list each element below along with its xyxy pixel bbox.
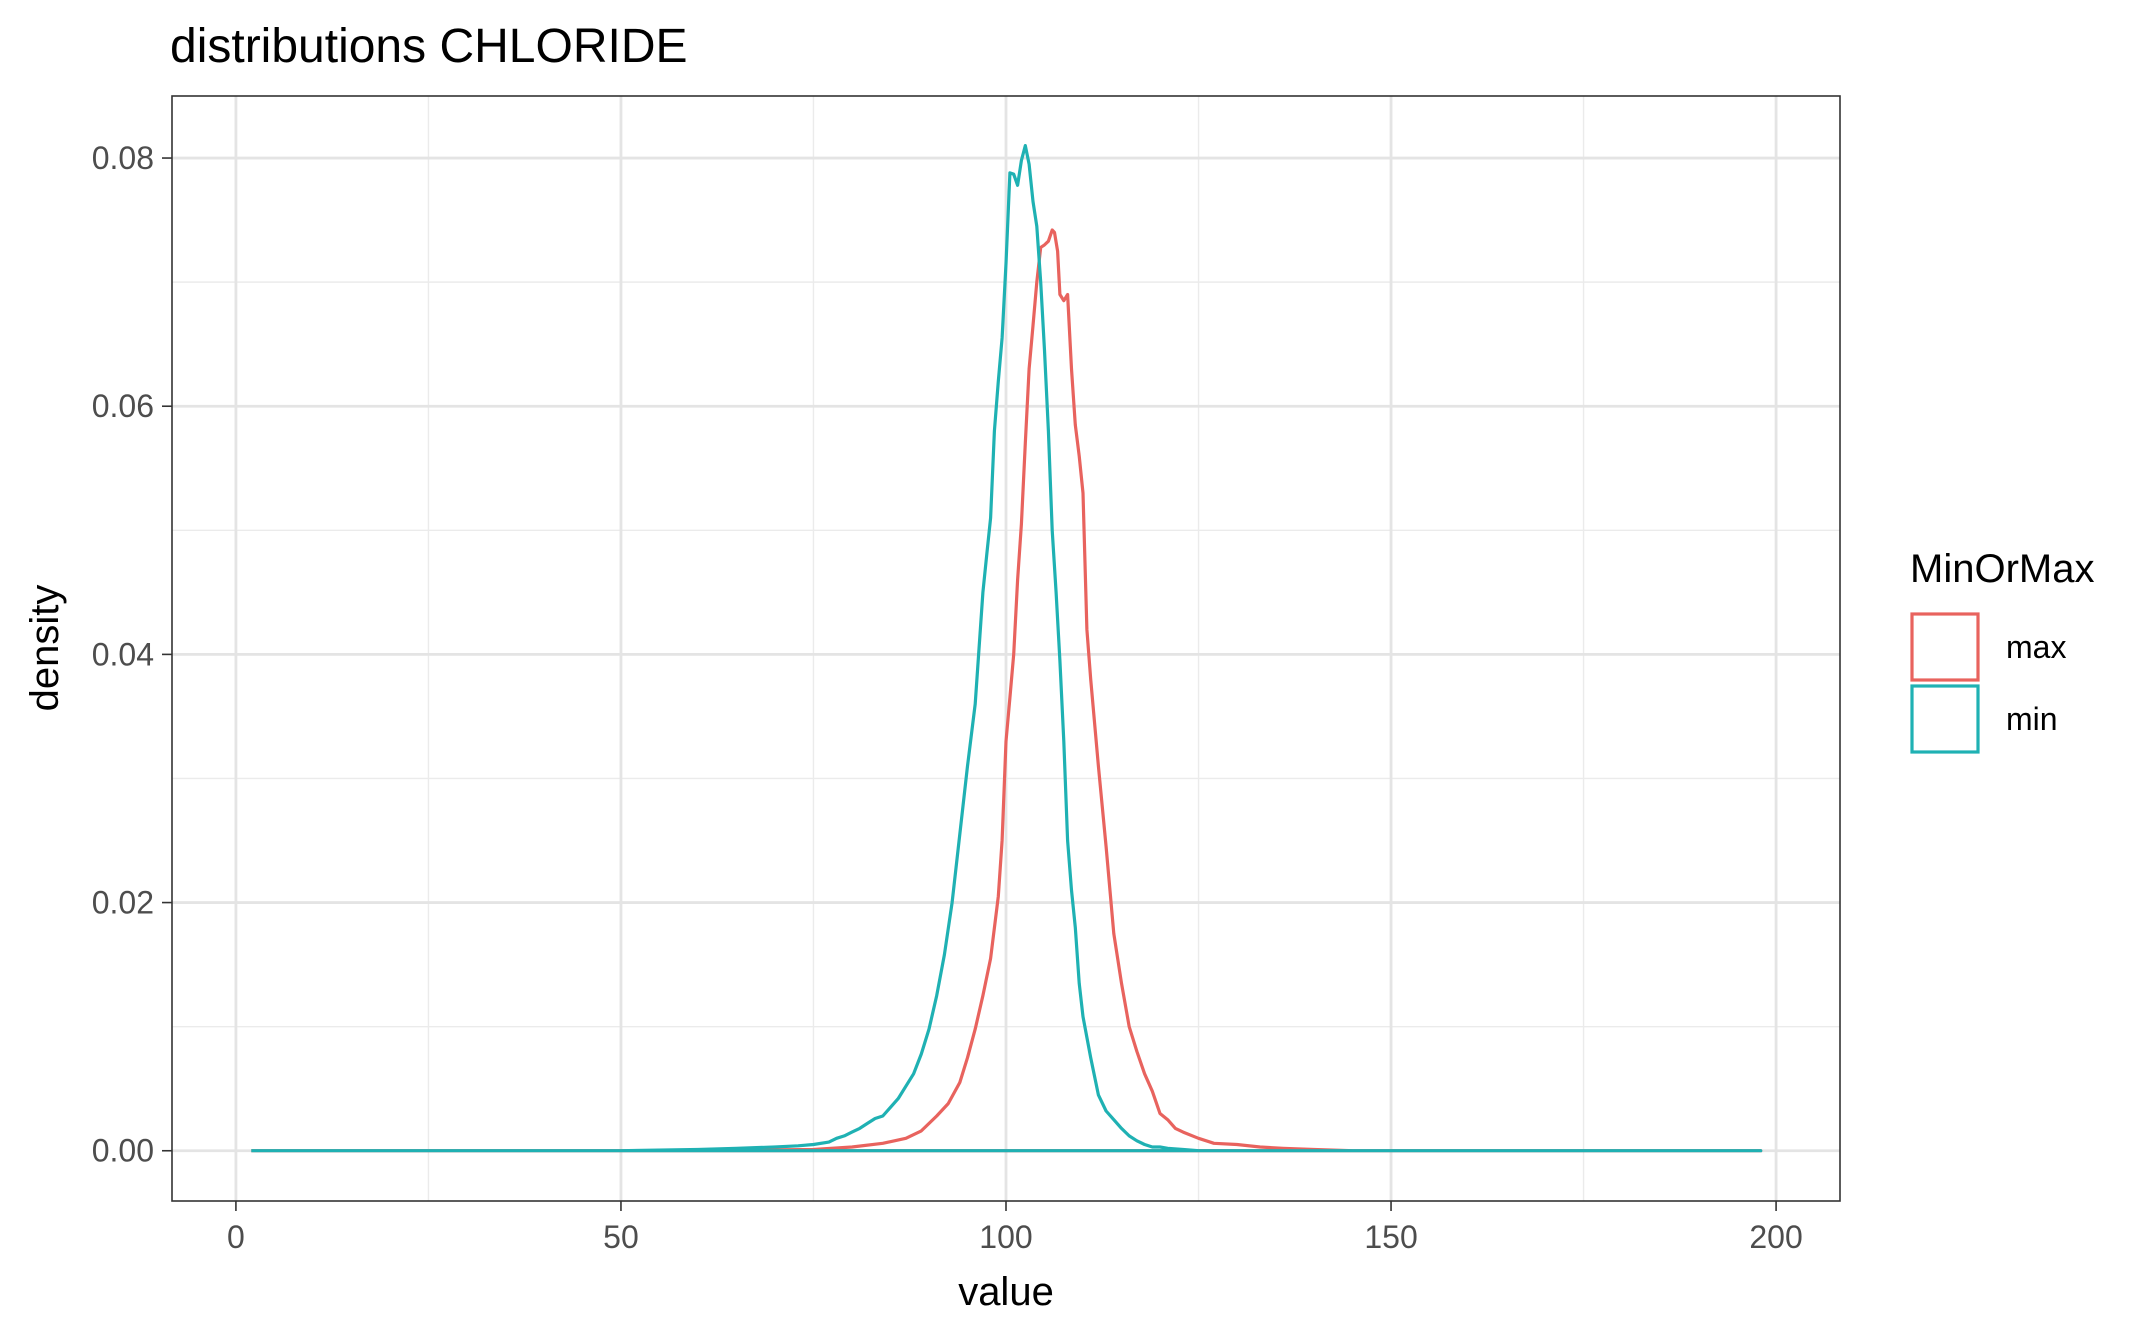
legend-key-min <box>1910 684 1980 754</box>
legend: MinOrMax max min <box>1910 547 2094 754</box>
y-tick-label: 0.04 <box>92 636 154 672</box>
legend-label-max: max <box>2006 629 2066 665</box>
grid-major <box>172 96 1840 1201</box>
legend-title: MinOrMax <box>1910 547 2094 591</box>
series-line-max <box>251 228 1763 1153</box>
x-tick-label: 100 <box>979 1219 1032 1255</box>
series-line-min <box>251 144 1763 1153</box>
legend-label-min: min <box>2006 701 2058 737</box>
y-axis: 0.00 0.02 0.04 0.06 0.08 <box>92 140 172 1169</box>
x-axis-title: value <box>958 1270 1054 1314</box>
y-tick-label: 0.06 <box>92 388 154 424</box>
plot-panel <box>171 95 1841 1202</box>
series-lines <box>251 144 1763 1153</box>
y-axis-title: density <box>23 585 67 712</box>
x-tick-label: 0 <box>227 1219 245 1255</box>
x-tick-label: 200 <box>1749 1219 1802 1255</box>
legend-entries: max min <box>1910 612 2066 754</box>
x-tick-label: 150 <box>1364 1219 1417 1255</box>
y-tick-label: 0.02 <box>92 885 154 921</box>
legend-key-max <box>1910 612 1980 682</box>
chart-title: distributions CHLORIDE <box>170 20 688 73</box>
y-tick-label: 0.00 <box>92 1133 154 1169</box>
x-tick-label: 50 <box>603 1219 639 1255</box>
x-axis: 0 50 100 150 200 <box>227 1201 1803 1255</box>
y-tick-label: 0.08 <box>92 140 154 176</box>
